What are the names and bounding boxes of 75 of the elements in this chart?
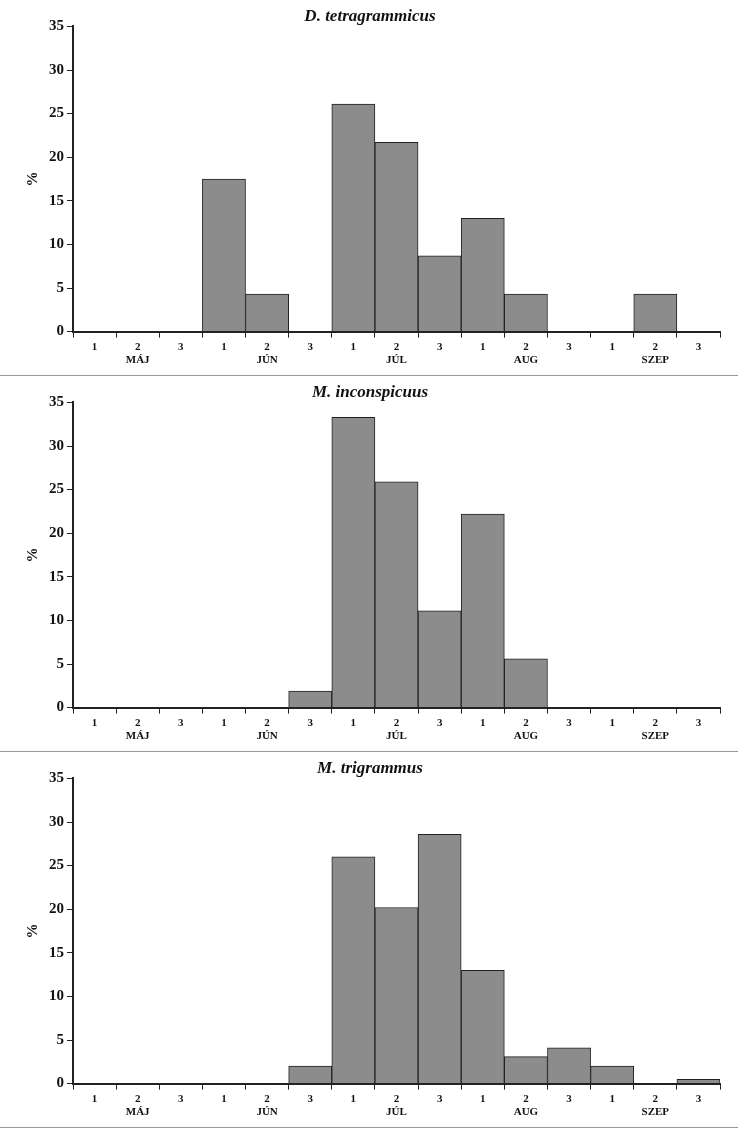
x-tick-label: 3: [307, 340, 314, 353]
x-tick-label: 3: [566, 340, 573, 353]
y-tick-label: 0: [56, 698, 64, 715]
y-tick-label: 5: [56, 278, 64, 295]
y-tick-label: 5: [56, 654, 64, 671]
x-tick-label: 2 MÁJ: [125, 716, 151, 742]
x-tick-label: 1: [91, 716, 98, 729]
x-tick-label: 1: [221, 716, 227, 729]
y-tick-label: 20: [49, 524, 64, 541]
x-tick-label: 2 AUG: [513, 340, 539, 366]
y-tick-label: 10: [49, 235, 64, 252]
x-tick-label: 2 JÚL: [386, 716, 407, 742]
chart-title: D. tetragrammicus: [303, 5, 437, 25]
x-tick-label: 3: [436, 716, 443, 729]
x-tick-label: 1: [91, 340, 98, 353]
x-tick-label: 1: [480, 716, 486, 729]
y-tick-label: 25: [49, 480, 64, 497]
y-tick-label: 10: [49, 987, 64, 1004]
y-tick-label: 35: [49, 769, 64, 786]
x-tick-label: 3: [307, 716, 314, 729]
x-tick-label: 2 MÁJ: [125, 1092, 151, 1118]
x-tick-label: 1: [221, 1092, 227, 1105]
x-tick-label: 3: [436, 340, 443, 353]
x-tick-label: 2 SZEP: [641, 340, 670, 366]
x-tick-label: 3: [178, 716, 185, 729]
y-tick-label: 30: [49, 812, 64, 829]
x-tick-label: 1: [350, 1092, 357, 1105]
x-tick-label: 1: [350, 340, 357, 353]
x-tick-label: 2 JÚL: [386, 340, 407, 366]
x-tick-label: 1: [609, 340, 615, 353]
x-tick-label: 2 AUG: [513, 716, 539, 742]
y-axis-title: %: [23, 547, 40, 563]
x-tick-label: 1: [91, 1092, 98, 1105]
x-tick-label: 3: [695, 1092, 702, 1105]
x-tick-label: 1: [480, 340, 486, 353]
x-tick-label: 1: [221, 340, 227, 353]
y-axis-title: %: [23, 171, 40, 187]
y-tick-label: 15: [49, 191, 64, 208]
x-tick-label: 2 JÚL: [386, 1092, 407, 1118]
x-tick-label: 1: [350, 716, 357, 729]
y-tick-label: 15: [49, 943, 64, 960]
x-tick-label: 3: [178, 1092, 185, 1105]
x-tick-label: 3: [178, 340, 185, 353]
x-tick-label: 1: [609, 716, 615, 729]
x-tick-label: 2 AUG: [513, 1092, 539, 1118]
chart-title: M. inconspicuus: [310, 381, 429, 401]
y-tick-label: 25: [49, 856, 64, 873]
x-tick-label: 2 JÚN: [256, 716, 278, 742]
x-tick-label: 3: [566, 1092, 573, 1105]
y-axis-title: %: [23, 923, 40, 939]
y-tick-label: 5: [56, 1030, 64, 1047]
y-tick-label: 35: [49, 393, 64, 410]
y-tick-label: 30: [49, 436, 64, 453]
chart-title: M. trigrammus: [316, 757, 424, 777]
x-tick-label: 2 SZEP: [641, 1092, 670, 1118]
x-tick-label: 1: [609, 1092, 615, 1105]
y-tick-label: 35: [49, 17, 64, 34]
x-tick-label: 3: [566, 716, 573, 729]
y-tick-label: 10: [49, 611, 64, 628]
x-tick-label: 3: [695, 716, 702, 729]
y-tick-label: 30: [49, 60, 64, 77]
y-tick-label: 20: [49, 900, 64, 917]
x-tick-label: 2 JÚN: [256, 340, 278, 366]
x-tick-label: 3: [436, 1092, 443, 1105]
y-tick-label: 0: [56, 1074, 64, 1091]
x-tick-label: 3: [695, 340, 702, 353]
y-tick-label: 25: [49, 104, 64, 121]
x-tick-label: 2 JÚN: [256, 1092, 278, 1118]
x-tick-label: 1: [480, 1092, 486, 1105]
y-tick-label: 20: [49, 148, 64, 165]
x-tick-label: 3: [307, 1092, 314, 1105]
x-tick-label: 2 MÁJ: [125, 340, 151, 366]
y-tick-label: 0: [56, 322, 64, 339]
x-tick-label: 2 SZEP: [641, 716, 670, 742]
y-tick-label: 15: [49, 567, 64, 584]
